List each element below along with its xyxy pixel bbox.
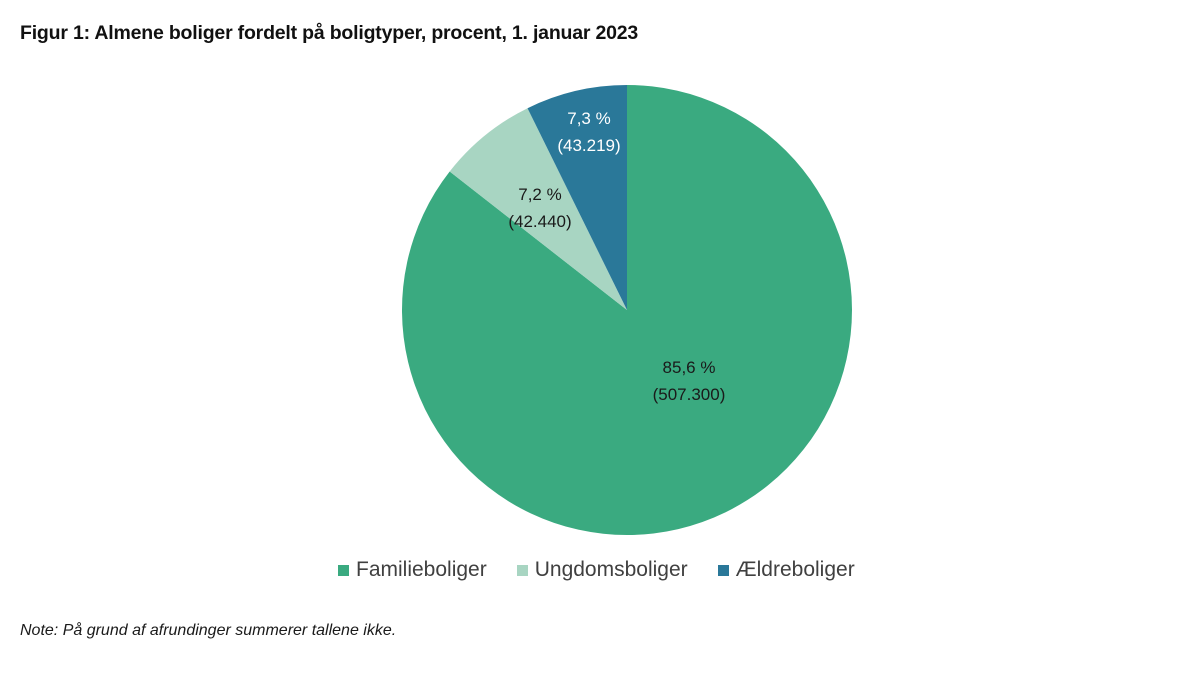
slice-label-ungdomsboliger-count: (42.440) (508, 212, 571, 231)
slice-label-aeldreboliger-pct: 7,3 % (567, 109, 610, 128)
slice-label-ungdomsboliger-pct: 7,2 % (518, 185, 561, 204)
slice-label-aeldreboliger-count: (43.219) (557, 136, 620, 155)
chart-note: Note: På grund af afrundinger summerer t… (20, 622, 397, 639)
pie-slice-aeldreboliger (527, 85, 627, 310)
legend-swatch-icon (717, 564, 729, 576)
slice-label-familieboliger-count: (507.300) (653, 385, 726, 404)
legend-swatch-icon (516, 564, 528, 576)
legend-item-ungdomsboliger: Ungdomsboliger (516, 558, 688, 582)
pie-slice-familieboliger (401, 85, 852, 535)
legend-item-aeldreboliger: Ældreboliger (717, 558, 855, 582)
legend-label: Ældreboliger (735, 558, 855, 581)
legend-label: Ungdomsboliger (534, 558, 688, 581)
chart-title: Figur 1: Almene boliger fordelt på bolig… (20, 22, 639, 44)
chart-legend: Familieboliger Ungdomsboliger Ældrebolig… (338, 558, 855, 582)
pie-slice-ungdomsboliger (449, 108, 627, 310)
slice-label-familieboliger-pct: 85,6 % (663, 358, 716, 377)
legend-item-familieboliger: Familieboliger (338, 558, 487, 582)
legend-swatch-icon (338, 564, 349, 576)
legend-label: Familieboliger (356, 558, 487, 581)
